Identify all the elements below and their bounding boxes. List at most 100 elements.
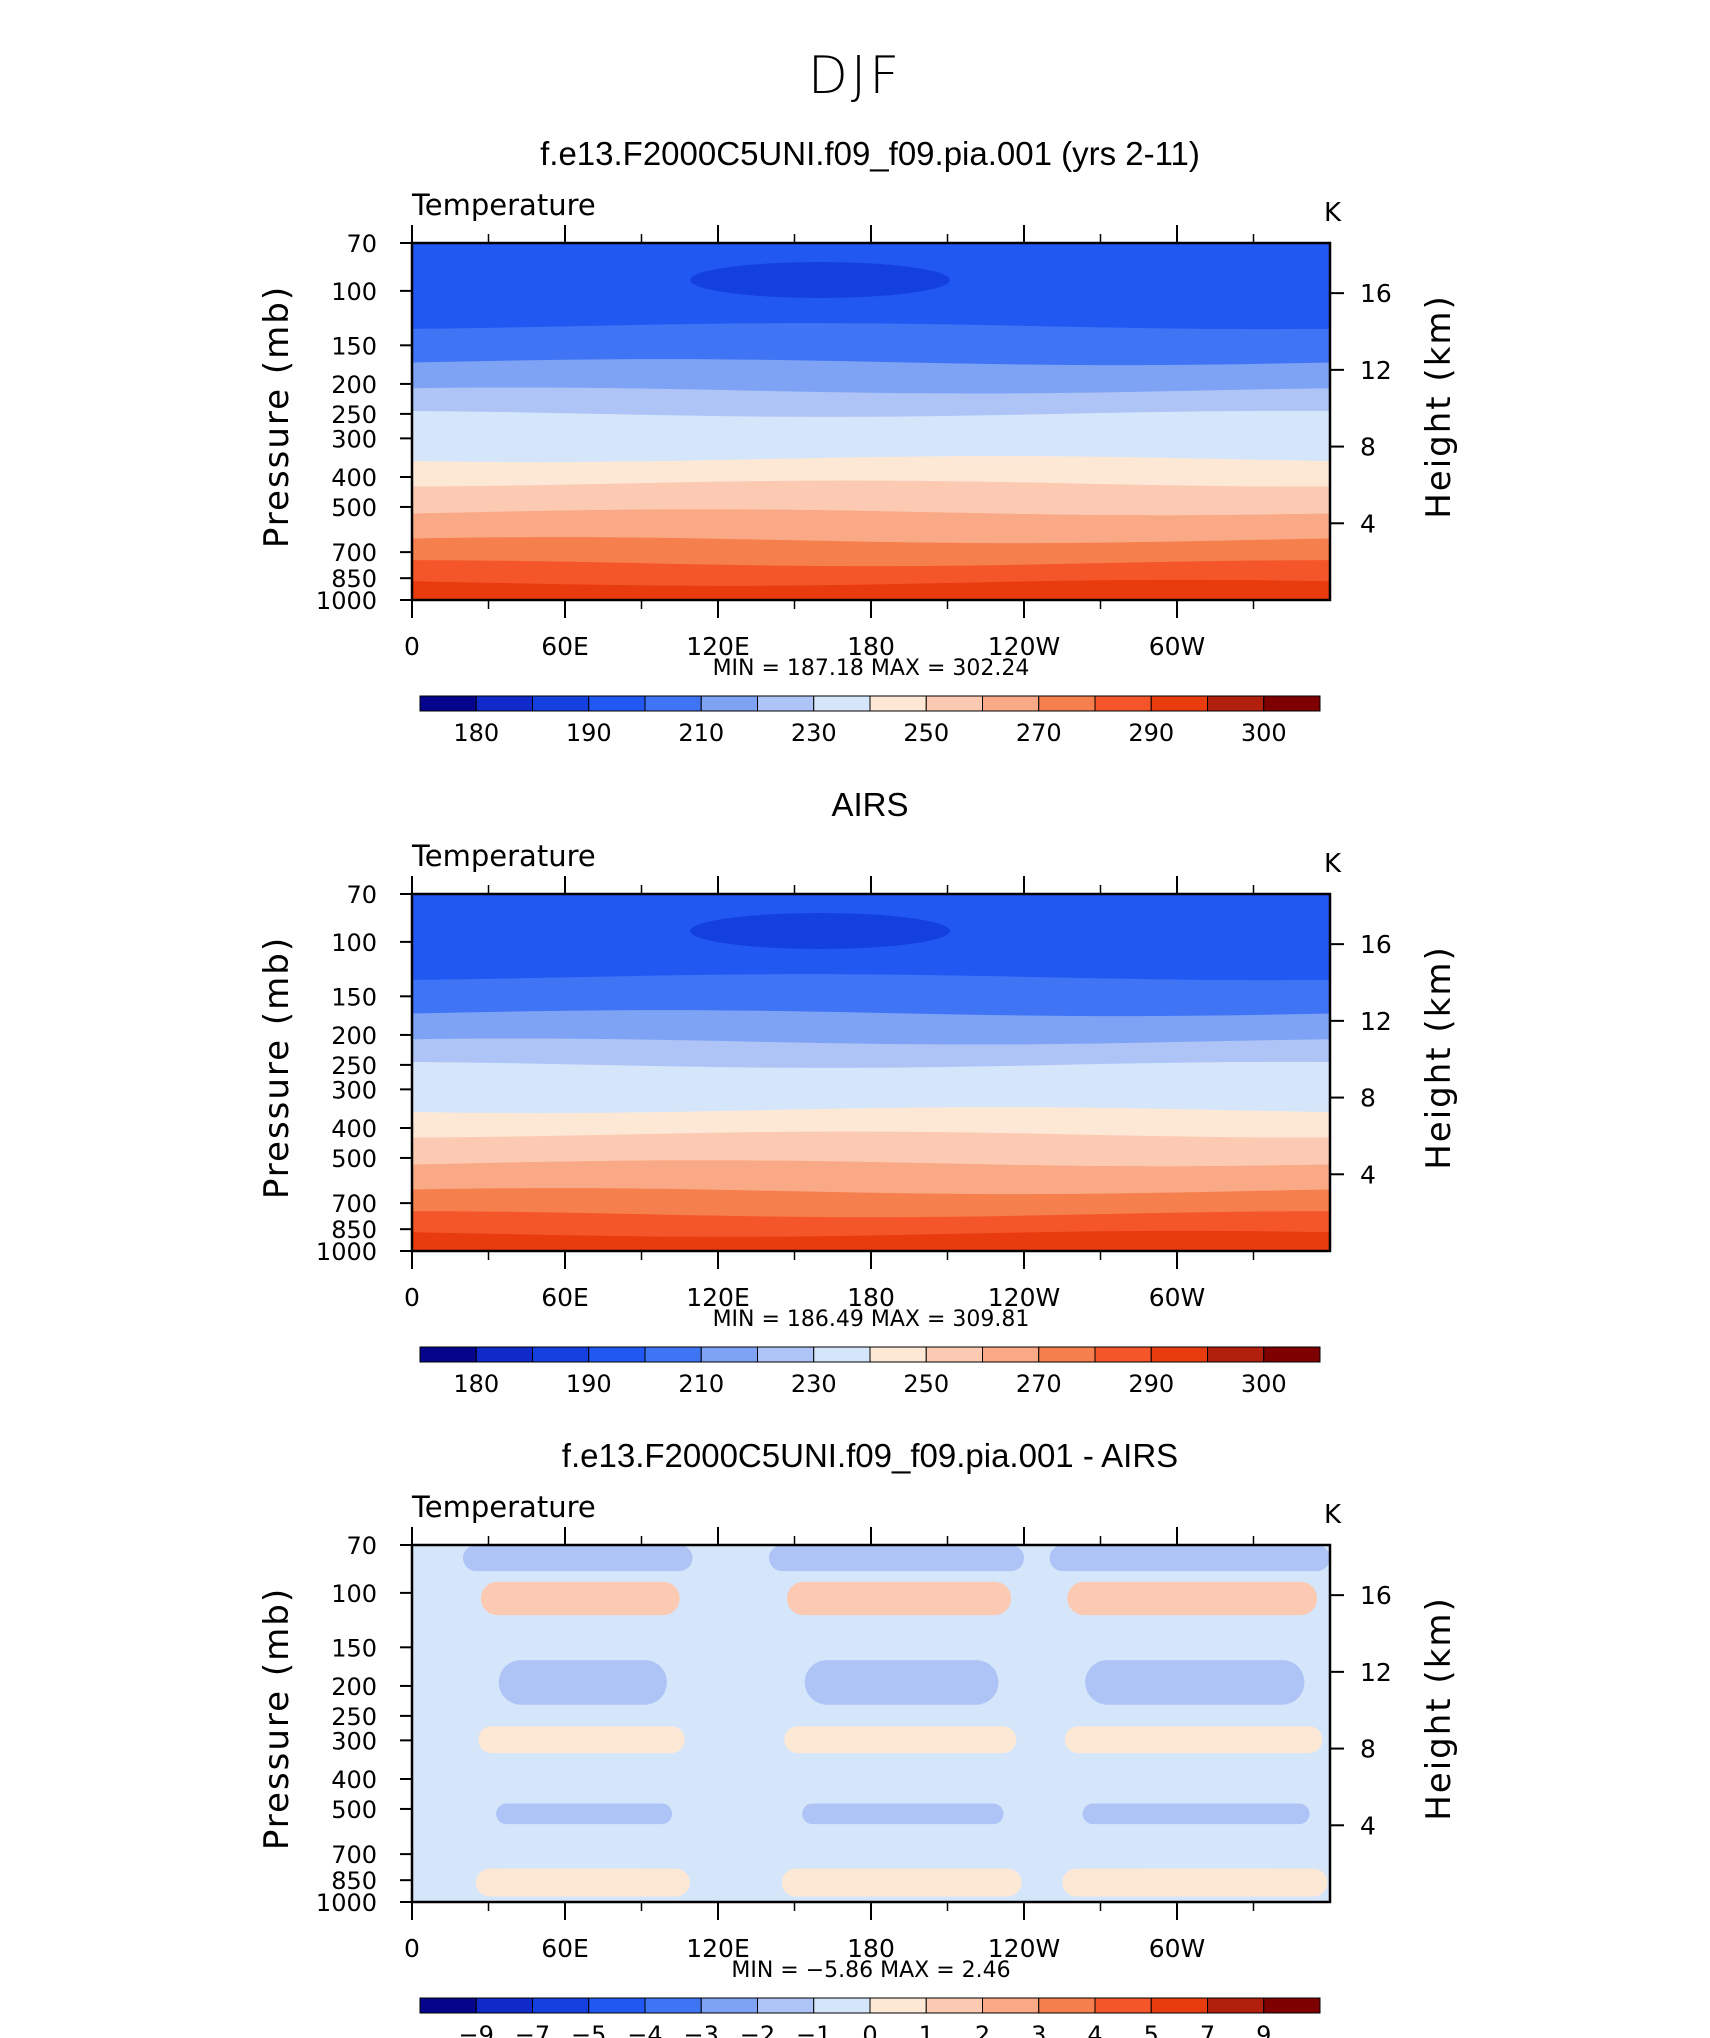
contour-fill: [1067, 1581, 1318, 1616]
colorbar-swatch: [1038, 695, 1096, 712]
colorbar-swatch: [1263, 1997, 1321, 2014]
colorbar-swatch: [869, 1346, 927, 1363]
contour-fill: [412, 579, 1330, 600]
colorbar-swatch: [925, 1346, 983, 1363]
contour-field: [412, 1545, 1330, 1902]
y-tick-label: 150: [331, 1634, 377, 1662]
units-label: K: [1324, 849, 1342, 879]
y2-tick-label: 12: [1360, 1007, 1392, 1036]
y-tick-label: 850: [331, 565, 377, 593]
y-axis-label: Pressure (mb): [257, 285, 297, 548]
contour-fill: [1082, 1803, 1310, 1825]
contour-fill: [412, 974, 1330, 1020]
x-tick-label: 0: [404, 1283, 420, 1312]
x-tick-label: 120E: [686, 1283, 750, 1312]
colorbar-label: −2: [740, 2021, 775, 2038]
y-tick-label: 100: [331, 929, 377, 957]
colorbar-swatch: [644, 695, 702, 712]
colorbar-swatch: [1038, 1997, 1096, 2014]
colorbar-swatch: [700, 1997, 758, 2014]
y2-axis-label: Height (km): [1419, 294, 1459, 519]
contour-fill: [412, 387, 1330, 420]
units-label: K: [1324, 198, 1342, 228]
x-tick-label: 120W: [988, 1934, 1060, 1963]
y2-tick-label: 8: [1360, 1735, 1376, 1764]
y-tick-label: 500: [331, 1145, 377, 1173]
colorbar-swatch: [813, 1346, 871, 1363]
colorbar-label: 250: [903, 719, 949, 747]
contour-fill: [769, 1545, 1024, 1572]
colorbar-swatch: [1207, 695, 1265, 712]
colorbar-swatch: [475, 1997, 533, 2014]
colorbar-label: 210: [678, 719, 724, 747]
y2-axis-label: Height (km): [1419, 1596, 1459, 1821]
colorbar-swatch: [869, 1997, 927, 2014]
contour-fill: [412, 456, 1330, 490]
min-max-label: MIN = 187.18 MAX = 302.24: [713, 656, 1030, 681]
x-tick-label: 60W: [1149, 1934, 1206, 1963]
colorbar-label: −3: [684, 2021, 719, 2038]
contour-fill: [475, 1868, 690, 1897]
contour-fill: [784, 1726, 1017, 1754]
x-tick-label: 120W: [988, 1283, 1060, 1312]
x-tick-label: 180: [847, 1283, 895, 1312]
colorbar-swatch: [1207, 1997, 1265, 2014]
colorbar-swatch: [1150, 1997, 1208, 2014]
min-max-label: MIN = −5.86 MAX = 2.46: [731, 1958, 1010, 1983]
variable-label: Temperature: [411, 1490, 596, 1524]
y-tick-label: 250: [331, 401, 377, 429]
y2-axis-label: Height (km): [1419, 945, 1459, 1170]
colorbar-label: −7: [515, 2021, 550, 2038]
x-tick-label: 120E: [686, 1934, 750, 1963]
contour-fill: [412, 480, 1330, 519]
colorbar-swatch: [757, 1346, 815, 1363]
chart-title: f.e13.F2000C5UNI.f09_f09.pia.001 - AIRS: [562, 1437, 1178, 1474]
colorbar-swatch: [1263, 1346, 1321, 1363]
contour-fill: [412, 938, 1330, 984]
colorbar-label: 2: [975, 2021, 990, 2038]
y-tick-label: 200: [331, 1022, 377, 1050]
x-tick-label: 60E: [541, 632, 589, 661]
contour-field: [412, 894, 1330, 1251]
x-tick-label: 60W: [1149, 632, 1206, 661]
colorbar-swatch: [982, 695, 1040, 712]
contour-fill: [786, 1581, 1012, 1616]
y2-tick-label: 16: [1360, 1581, 1392, 1610]
y-tick-label: 300: [331, 1076, 377, 1104]
colorbar-swatch: [588, 695, 646, 712]
y-tick-label: 700: [331, 1190, 377, 1218]
x-tick-label: 0: [404, 632, 420, 661]
y-tick-label: 1000: [316, 587, 377, 615]
colorbar-swatch: [588, 1997, 646, 2014]
y-tick-label: 400: [331, 464, 377, 492]
y-tick-label: 200: [331, 1673, 377, 1701]
colorbar-label: 210: [678, 1370, 724, 1398]
contour-fill: [478, 1726, 685, 1754]
x-tick-label: 180: [847, 632, 895, 661]
contour-fill: [412, 1188, 1330, 1221]
colorbar-swatch: [1263, 695, 1321, 712]
colorbar-swatch: [1094, 1997, 1152, 2014]
y-axis-label: Pressure (mb): [257, 936, 297, 1199]
contour-fill: [802, 1803, 1004, 1825]
colorbar-swatch: [475, 1346, 533, 1363]
colorbar-label: 270: [1016, 1370, 1062, 1398]
x-tick-label: 60E: [541, 1934, 589, 1963]
x-tick-label: 60E: [541, 1283, 589, 1312]
colorbar-label: 300: [1241, 719, 1287, 747]
colorbar-swatch: [644, 1997, 702, 2014]
contour-fill: [781, 1868, 1022, 1897]
colorbar-label: −4: [627, 2021, 662, 2038]
contour-fill: [412, 323, 1330, 369]
y-tick-label: 1000: [316, 1238, 377, 1266]
contour-fill: [412, 509, 1330, 547]
y2-tick-label: 16: [1360, 930, 1392, 959]
colorbar-label: 180: [453, 719, 499, 747]
contour-fill: [412, 1107, 1330, 1141]
contour-fill: [690, 912, 950, 949]
x-tick-label: 180: [847, 1934, 895, 1963]
colorbar-swatch: [1038, 1346, 1096, 1363]
x-tick-label: 0: [404, 1934, 420, 1963]
y-tick-label: 500: [331, 1796, 377, 1824]
colorbar-swatch: [1150, 1346, 1208, 1363]
